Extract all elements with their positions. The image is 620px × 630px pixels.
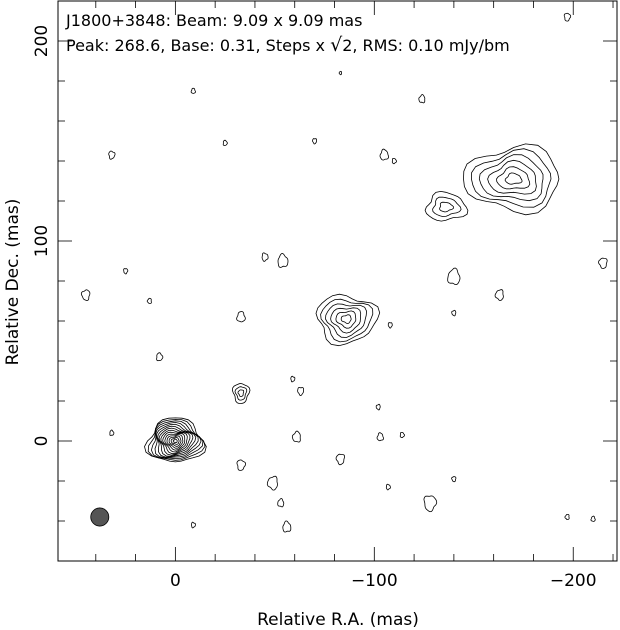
contour-knot-2 xyxy=(463,143,560,216)
noise-contour xyxy=(236,311,246,323)
y-tick-label: 200 xyxy=(32,25,52,57)
noise-contour xyxy=(277,498,285,508)
contour-core xyxy=(166,434,184,449)
noise-contour xyxy=(146,297,152,304)
noise-contour xyxy=(494,289,504,301)
noise-contour xyxy=(385,483,391,491)
noise-contour xyxy=(590,515,596,522)
plot-frame xyxy=(57,0,618,562)
noise-contour xyxy=(156,352,164,362)
noise-contour xyxy=(222,139,228,146)
noise-contour xyxy=(108,150,116,160)
contour-knot-1 xyxy=(335,310,357,329)
noise-contour xyxy=(451,476,457,483)
contour-core xyxy=(164,433,186,451)
contour-knot-1 xyxy=(325,303,368,338)
tick-labels: 0 −100 −200 0 100 200 xyxy=(32,25,597,591)
contour-core xyxy=(157,425,197,457)
contour-core xyxy=(154,421,202,459)
noise-contour xyxy=(447,267,461,285)
contour-knot-3 xyxy=(432,196,462,218)
y-tick-label: 100 xyxy=(32,225,52,257)
contour-knot-2 xyxy=(470,148,552,208)
beam-ellipse xyxy=(90,507,110,527)
x-axis-label: Relative R.A. (mas) xyxy=(257,610,419,630)
header-line-1: J1800+3848: Beam: 9.09 x 9.09 mas xyxy=(65,11,362,30)
noise-contour xyxy=(266,475,278,491)
header-line-2: Peak: 268.6, Base: 0.31, Steps x √2, RMS… xyxy=(66,34,510,56)
contour-knot-1 xyxy=(340,314,352,325)
sqrt-symbol: √ xyxy=(330,34,343,56)
noise-contour xyxy=(375,403,381,411)
contour-knot-1 xyxy=(330,307,362,334)
contour-core xyxy=(156,423,199,458)
noise-contour xyxy=(418,94,426,104)
noise-contour xyxy=(598,257,608,270)
y-tick-label: 0 xyxy=(32,436,52,447)
x-tick-label: 0 xyxy=(170,571,181,591)
contour-core xyxy=(150,420,204,460)
x-tick-label: −100 xyxy=(351,571,398,591)
contour-knot-2 xyxy=(487,159,537,195)
contour-core xyxy=(172,438,178,443)
noise-contour xyxy=(423,495,438,513)
noise-contour xyxy=(191,521,196,529)
contour-knot-4 xyxy=(237,389,245,398)
contour-knot-3 xyxy=(439,201,455,213)
contour-knot-4 xyxy=(234,386,248,401)
contour-knot-2 xyxy=(504,172,523,185)
contour-knot-2 xyxy=(478,154,544,202)
noise-contour xyxy=(335,453,346,466)
contour-core xyxy=(144,417,207,463)
noise-contour xyxy=(80,289,91,302)
noise-contour xyxy=(282,520,292,533)
noise-contour xyxy=(387,322,393,329)
contour-core xyxy=(160,429,191,455)
noise-contour xyxy=(261,252,269,262)
noise-contour xyxy=(291,430,301,443)
contour-knot-3 xyxy=(424,190,469,222)
y-axis-label: Relative Dec. (mas) xyxy=(3,199,23,366)
noise-contour xyxy=(123,268,129,275)
noise-contour xyxy=(391,158,397,165)
contour-knot-1 xyxy=(320,298,374,343)
noise-contour xyxy=(451,309,457,317)
contour-knot-2 xyxy=(496,166,531,190)
noise-contour xyxy=(277,253,289,268)
contour-knot-1 xyxy=(315,293,381,347)
noise-contour xyxy=(297,386,304,397)
contour-core xyxy=(147,418,206,461)
noise-contour xyxy=(290,375,296,383)
contour-core xyxy=(170,437,180,445)
contour-core xyxy=(158,427,194,456)
x-tick-label: −200 xyxy=(550,571,597,591)
contour-core xyxy=(162,431,188,453)
noise-contour xyxy=(564,514,570,520)
noise-contour xyxy=(399,432,405,438)
contour-core xyxy=(168,435,182,447)
noise-contour xyxy=(109,429,115,436)
contour-lines xyxy=(80,12,608,533)
noise-contour xyxy=(563,12,572,22)
contour-knot-4 xyxy=(231,383,251,404)
axis-ticks xyxy=(58,0,617,561)
noise-contour xyxy=(312,138,318,145)
noise-contour xyxy=(338,70,342,76)
noise-contour xyxy=(236,459,247,471)
noise-contour xyxy=(190,87,196,94)
noise-contour xyxy=(376,432,384,442)
noise-contour xyxy=(379,148,389,161)
